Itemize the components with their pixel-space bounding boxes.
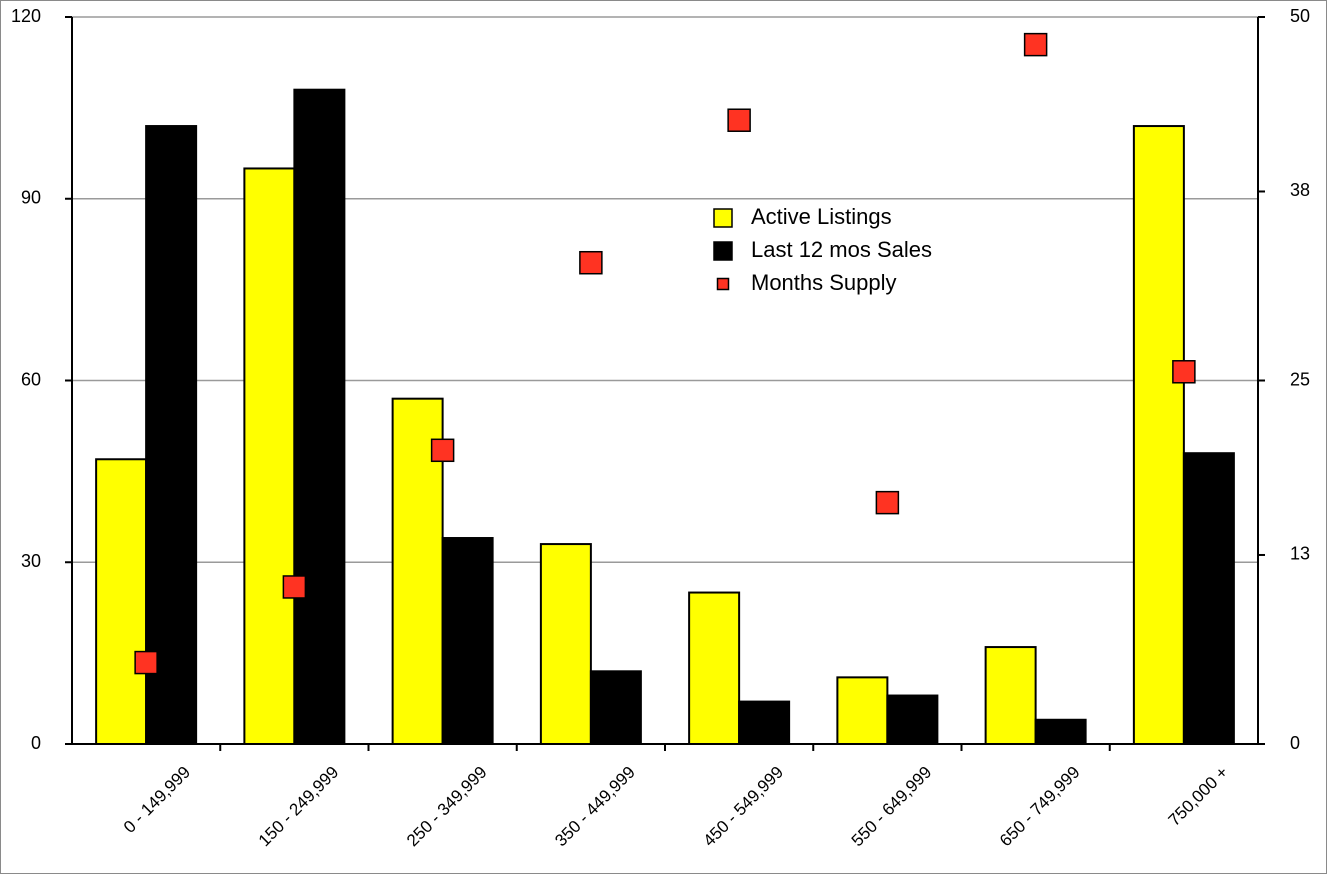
bar-last-12-mos-sales [1034,718,1087,745]
point-months-supply [1023,32,1048,57]
category-label: 750,000 + [1165,763,1232,830]
point-months-supply [1172,360,1196,384]
category-label: 0 - 149,999 [120,763,194,837]
bar-last-12-mos-sales [145,125,198,746]
bar-active-listings [836,676,889,746]
bar-active-listings [539,543,592,746]
bar-active-listings [688,591,741,746]
right-tick-label: 13 [1290,544,1310,564]
tick-labels: 0 30 60 90 120 0 13 25 38 50 [11,6,1310,753]
right-tick-label: 0 [1290,733,1300,753]
category-label: 550 - 649,999 [848,763,936,851]
category-labels: 0 - 149,999 150 - 249,999 250 - 349,999 350… [120,763,1232,851]
point-months-supply [875,490,900,515]
bar-last-12-mos-sales [1182,452,1235,745]
legend-label: Active Listings [751,204,892,229]
legend-swatch [713,241,733,261]
bar-last-12-mos-sales [441,537,494,745]
legend-swatch [716,277,730,291]
category-label: 650 - 749,999 [996,763,1084,851]
legend: Active Listings Last 12 mos Sales Months S… [713,204,932,295]
legend-label: Months Supply [751,270,897,295]
point-months-supply [430,438,455,463]
point-months-supply [579,250,603,275]
bar-active-listings [95,458,148,745]
bar-active-listings [243,167,296,746]
axes [65,16,1265,751]
legend-swatch [713,208,733,228]
category-label: 450 - 549,999 [699,763,787,851]
bar-last-12-mos-sales [293,88,346,745]
legend-label: Last 12 mos Sales [751,237,932,262]
category-label: 150 - 249,999 [255,763,343,851]
right-tick-label: 38 [1290,180,1310,200]
category-label: 250 - 349,999 [403,763,491,851]
bars [95,88,1235,746]
left-tick-label: 120 [11,6,41,26]
left-tick-label: 0 [31,733,41,753]
right-tick-label: 25 [1290,369,1310,389]
left-tick-label: 60 [21,369,41,389]
point-months-supply [282,575,307,599]
right-tick-label: 50 [1290,6,1310,26]
bar-last-12-mos-sales [886,694,939,745]
months-supply-points [134,32,1196,675]
point-months-supply [727,108,751,132]
left-tick-label: 30 [21,551,41,571]
point-months-supply [134,650,158,675]
bar-last-12-mos-sales [589,670,642,745]
bar-active-listings [984,646,1037,745]
bar-last-12-mos-sales [738,700,791,746]
bar-active-listings [1132,125,1185,746]
category-label: 350 - 449,999 [551,763,639,851]
left-tick-label: 90 [21,188,41,208]
